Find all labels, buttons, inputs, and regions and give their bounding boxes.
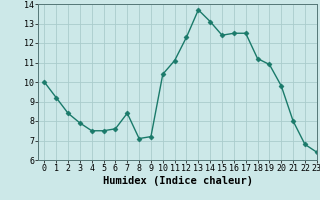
- X-axis label: Humidex (Indice chaleur): Humidex (Indice chaleur): [103, 176, 252, 186]
